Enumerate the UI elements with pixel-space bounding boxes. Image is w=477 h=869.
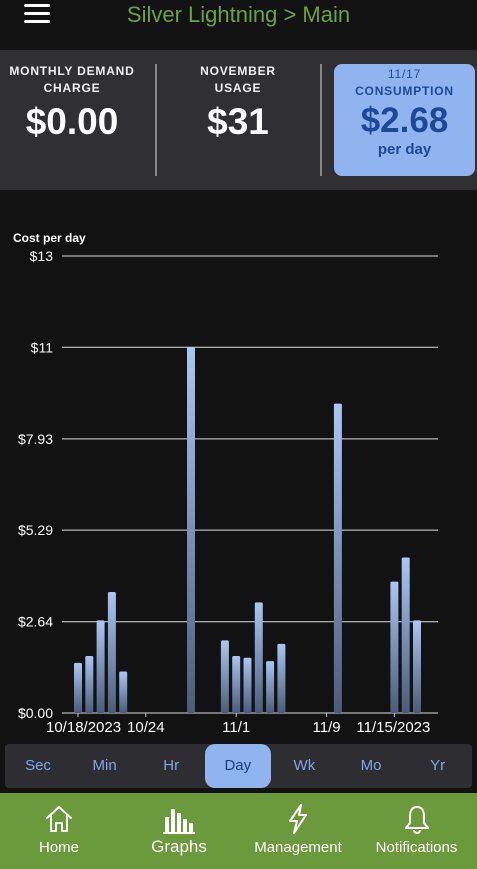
x-tick-label: 11/15/2023	[356, 719, 430, 736]
range-day[interactable]: Day	[204, 744, 271, 788]
bar-chart-icon	[163, 809, 195, 834]
divider	[320, 64, 322, 176]
consumption-label: CONSUMPTION	[355, 84, 454, 98]
y-tick-label: $11	[31, 339, 54, 355]
chart-bar[interactable]	[243, 657, 252, 713]
chart-canvas: Cost per day $13$11$7.93$5.29$2.64$0.00 …	[13, 231, 438, 736]
nav-notifications[interactable]: Notifications	[356, 793, 477, 869]
cost-chart: Cost per day $13 $11 $7.93 $5.29 $2.64 $0.00 …	[0, 190, 477, 742]
nav-management[interactable]: Management	[240, 793, 356, 869]
home-icon	[46, 806, 72, 832]
x-tick-label: 11/1	[222, 719, 250, 736]
y-tick-label: $7.93	[18, 431, 53, 447]
nav-notifications-label: Notifications	[375, 839, 458, 856]
page-title: Silver Lightning > Main	[126, 2, 351, 27]
range-hr[interactable]: Hr	[163, 757, 180, 774]
usage-value: $31	[207, 101, 269, 142]
consumption-value: $2.68	[360, 101, 449, 140]
chart-bar[interactable]	[85, 655, 94, 713]
range-sec[interactable]: Sec	[25, 757, 51, 774]
y-tick-label: $5.29	[18, 522, 53, 538]
x-tick-label: 11/9	[313, 719, 341, 736]
divider	[155, 64, 157, 176]
summary-panel: MONTHLY DEMAND CHARGE $0.00 NOVEMBER USA…	[0, 50, 477, 190]
range-min[interactable]: Min	[92, 757, 117, 774]
y-axis-label: Cost per day	[13, 231, 86, 245]
chart-bar[interactable]	[254, 602, 263, 713]
lightning-icon	[289, 804, 307, 834]
nav-graphs[interactable]: Graphs	[118, 793, 240, 869]
chart-bar[interactable]	[277, 643, 286, 713]
chart-bar[interactable]	[220, 640, 229, 713]
bell-icon	[404, 806, 429, 834]
monthly-demand-value: $0.00	[25, 101, 119, 142]
consumption-date: 11/17	[387, 67, 422, 81]
chart-bar[interactable]	[96, 620, 105, 713]
x-tick-label: 10/18/2023	[46, 719, 121, 736]
y-tick-label: $2.64	[18, 614, 53, 630]
chart-bar[interactable]	[187, 347, 195, 713]
monthly-demand-label-2: CHARGE	[43, 81, 101, 95]
monthly-demand-label-1: MONTHLY DEMAND	[9, 64, 135, 78]
consumption-card[interactable]: 11/17 CONSUMPTION $2.68 per day	[334, 64, 475, 176]
nav-graphs-label: Graphs	[151, 837, 207, 856]
nav-home[interactable]: Home	[0, 793, 118, 869]
chart-bar[interactable]	[413, 620, 421, 713]
y-tick-label: $0.00	[18, 705, 53, 721]
chart-bar[interactable]	[401, 557, 410, 713]
usage-card: NOVEMBER USAGE $31	[166, 63, 310, 176]
range-yr[interactable]: Yr	[430, 757, 446, 774]
chart-bar[interactable]	[119, 671, 128, 713]
chart-bar[interactable]	[266, 661, 275, 713]
consumption-sub: per day	[377, 141, 432, 158]
x-tick-label: 10/24	[127, 719, 165, 736]
nav-management-label: Management	[254, 839, 342, 856]
chart-bar[interactable]	[333, 403, 342, 713]
hamburger-menu-icon[interactable]	[24, 4, 50, 24]
bottom-navigation: Home Graphs Management Notifications	[0, 793, 477, 869]
monthly-demand-card: MONTHLY DEMAND CHARGE $0.00	[4, 63, 140, 176]
chart-bar[interactable]	[390, 581, 399, 713]
time-range-selector: Sec Min Hr Day Wk Mo Yr	[5, 744, 472, 788]
chart-bar[interactable]	[232, 655, 241, 713]
y-tick-label: $13	[30, 248, 54, 264]
top-bar: Silver Lightning > Main	[0, 0, 477, 50]
range-wk[interactable]: Wk	[293, 757, 316, 774]
chart-bar[interactable]	[74, 662, 82, 713]
usage-label-2: USAGE	[214, 81, 262, 95]
nav-home-label: Home	[38, 839, 79, 856]
range-mo[interactable]: Mo	[360, 757, 382, 774]
usage-label-1: NOVEMBER	[200, 64, 276, 78]
chart-bar[interactable]	[107, 592, 116, 713]
